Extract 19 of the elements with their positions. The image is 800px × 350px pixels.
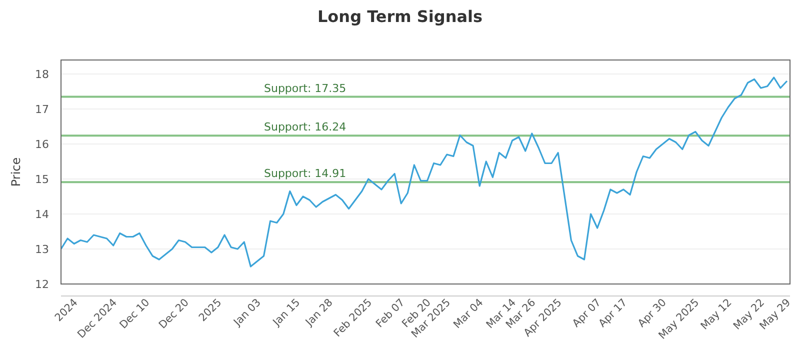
y-tick-label: 15 [35, 173, 49, 186]
x-tick-label: Jan 15 [270, 296, 303, 330]
ref-line-label: Support: 17.35 [264, 82, 346, 95]
ref-line-label: Support: 14.91 [264, 167, 346, 180]
chart-title: Long Term Signals [317, 7, 483, 26]
x-tick-label: Jan 28 [302, 296, 336, 330]
y-tick-label: 14 [35, 208, 49, 221]
x-tick-label: Jan 03 [230, 296, 264, 330]
x-tick-label: Dec 10 [117, 296, 152, 332]
y-tick-label: 18 [35, 68, 49, 81]
y-tick-label: 12 [35, 278, 49, 291]
line-series [60, 76, 788, 268]
x-tick-label: Mar 04 [451, 296, 486, 331]
y-tick-label: 17 [35, 103, 49, 116]
y-tick-label: 16 [35, 138, 49, 151]
x-tick-label: Dec 20 [156, 296, 192, 332]
y-axis-title: Price [9, 157, 23, 187]
ref-line-label: Support: 16.24 [264, 120, 346, 134]
y-tick-label: 13 [35, 243, 49, 256]
